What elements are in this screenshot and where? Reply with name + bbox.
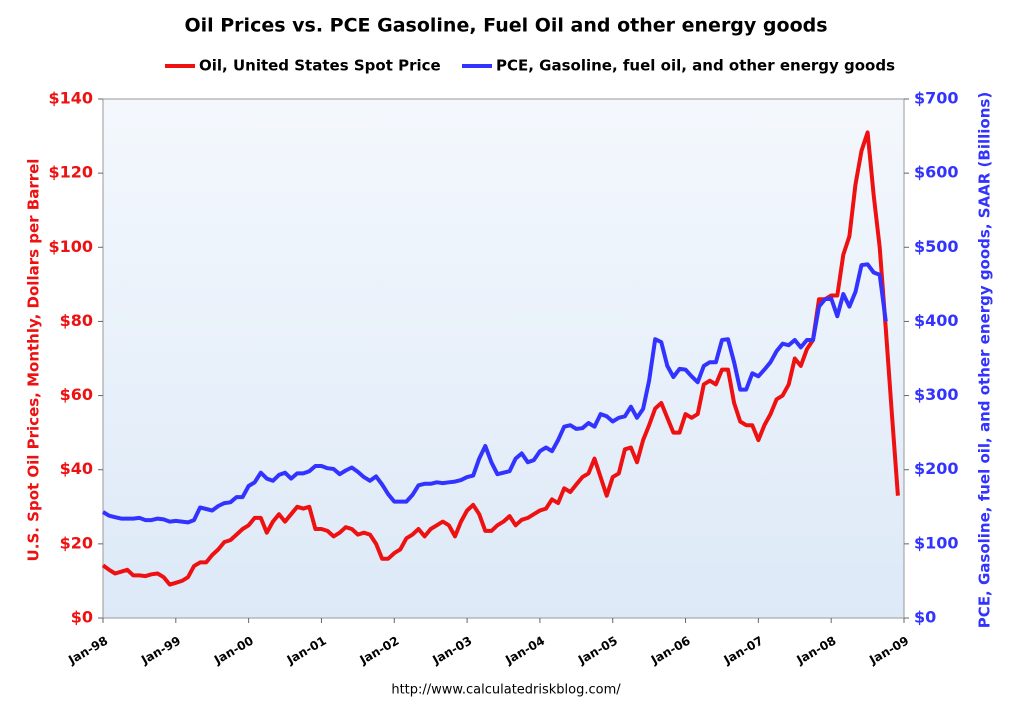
x-tick-label: Jan-04 [502, 634, 547, 668]
x-tick-label: Jan-03 [429, 634, 474, 668]
x-tick-label: Jan-00 [211, 634, 256, 668]
y2-tick-label: $500 [914, 237, 959, 256]
plot-area [102, 98, 905, 619]
x-tick-label: Jan-08 [794, 634, 839, 668]
y-tick-label: $60 [60, 385, 93, 404]
x-tick-label: Jan-09 [866, 634, 911, 668]
data-line [101, 130, 900, 587]
y-tick-label: $0 [71, 608, 93, 627]
y-axis-label: U.S. Spot Oil Prices, Monthly, Dollars p… [25, 159, 43, 562]
y2-tick-label: $700 [914, 89, 959, 108]
y2-tick-label: $200 [914, 459, 959, 478]
y2-tick-label: $600 [914, 163, 959, 182]
y2-tick-label: $0 [914, 608, 936, 627]
y2-tick-label: $300 [914, 385, 959, 404]
y-tick-label: $20 [60, 533, 93, 552]
y-tick-label: $140 [48, 89, 93, 108]
y-tick-label: $120 [48, 163, 93, 182]
data-line [101, 262, 888, 525]
y2-tick-label: $400 [914, 311, 959, 330]
chart-title: Oil Prices vs. PCE Gasoline, Fuel Oil an… [184, 15, 827, 37]
x-tick-label: Jan-99 [138, 634, 183, 668]
y-tick-label: $80 [60, 311, 93, 330]
x-tick-label: Jan-02 [357, 634, 402, 668]
y2-tick-label: $100 [914, 533, 959, 552]
y-tick-label: $40 [60, 459, 93, 478]
x-tick-label: Jan-01 [284, 634, 329, 668]
y2-axis-label: PCE, Gasoline, fuel oil, and other energ… [976, 92, 994, 628]
x-tick-label: Jan-05 [575, 634, 620, 668]
legend-label: Oil, United States Spot Price [199, 57, 441, 75]
legend-label: PCE, Gasoline, fuel oil, and other energ… [496, 57, 895, 75]
x-tick-label: Jan-06 [648, 634, 693, 668]
x-tick-label: Jan-98 [65, 634, 110, 668]
x-tick-label: Jan-07 [721, 634, 766, 668]
source-note: http://www.calculatedriskblog.com/ [391, 683, 621, 698]
y-tick-label: $100 [48, 237, 93, 256]
